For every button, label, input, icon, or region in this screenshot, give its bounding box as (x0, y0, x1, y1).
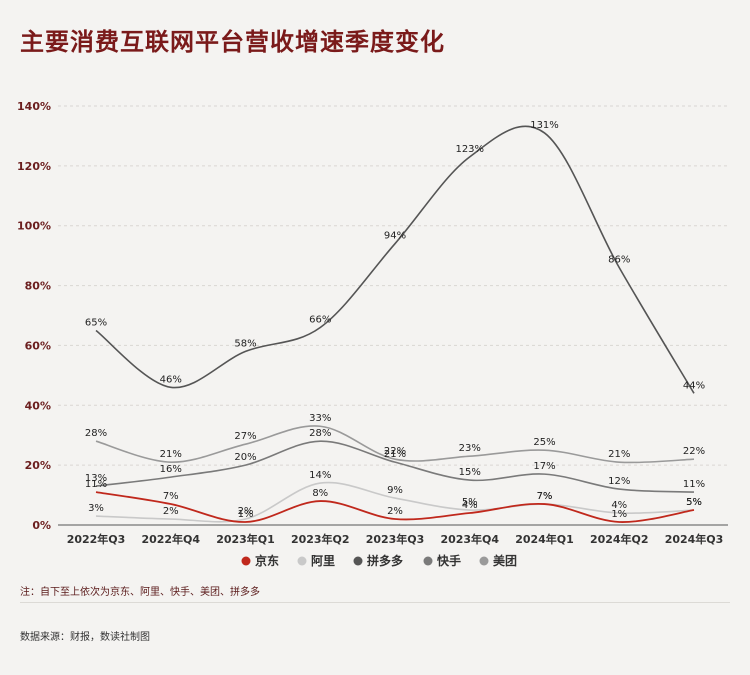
series-line-0 (95, 491, 695, 523)
legend-item[interactable]: 拼多多 (353, 553, 404, 568)
legend-label: 美团 (493, 553, 517, 568)
y-tick-label: 60% (25, 339, 51, 352)
data-label: 44% (683, 380, 705, 391)
legend-item[interactable]: 美团 (479, 553, 518, 568)
data-label: 2% (387, 506, 403, 517)
data-label: 20% (234, 452, 256, 463)
line-chart: 0%20%40%60%80%100%120%140% 2022年Q3 2022年Q… (17, 100, 728, 568)
data-label: 21% (608, 449, 630, 460)
data-label: 21% (384, 449, 406, 460)
x-tick-label: 2023年Q4 (440, 532, 499, 546)
data-label: 123% (455, 144, 484, 155)
divider (20, 602, 730, 603)
data-label: 22% (683, 446, 705, 457)
series-line-2 (95, 125, 695, 394)
data-label: 21% (160, 449, 182, 460)
x-tick-label: 2023年Q3 (366, 532, 425, 546)
data-label: 8% (312, 488, 328, 499)
data-label: 7% (537, 491, 553, 502)
data-label: 131% (530, 120, 559, 131)
data-label: 28% (309, 428, 331, 439)
chart-title: 主要消费互联网平台营收增速季度变化 (20, 28, 445, 56)
data-label: 28% (85, 428, 107, 439)
legend-item[interactable]: 阿里 (297, 553, 336, 568)
x-axis-ticks: 2022年Q3 2022年Q4 2023年Q1 2023年Q2 2023年Q3 2023年… (67, 532, 724, 546)
legend-label: 阿里 (311, 553, 335, 568)
y-axis-ticks: 0% 20% 40% 60% 80% 100% 120% 140% (17, 100, 51, 532)
data-label: 15% (459, 467, 481, 478)
y-tick-label: 80% (25, 280, 51, 293)
data-label: 4% (462, 500, 478, 511)
data-label: 5% (686, 497, 702, 508)
data-label: 25% (533, 437, 555, 448)
data-label: 4% (611, 500, 627, 511)
x-tick-label: 2023年Q1 (216, 532, 275, 546)
data-source: 数据来源：财报，数读社制图 (20, 632, 150, 643)
data-label: 1% (238, 509, 254, 520)
legend-marker (297, 556, 307, 566)
x-tick-label: 2024年Q3 (665, 532, 724, 546)
y-tick-label: 20% (25, 459, 51, 472)
data-label: 7% (163, 491, 179, 502)
x-tick-label: 2024年Q2 (590, 532, 649, 546)
legend-label: 拼多多 (367, 553, 403, 568)
data-label: 1% (611, 509, 627, 520)
series-line-1 (95, 481, 695, 523)
data-label: 66% (309, 314, 331, 325)
data-label: 5% (462, 497, 478, 508)
data-label: 11% (85, 479, 107, 490)
legend[interactable]: 京东 阿里 拼多多 快手 美团 (241, 553, 518, 568)
legend-label: 京东 (255, 553, 279, 568)
series-line-3 (95, 440, 695, 493)
data-label: 7% (537, 491, 553, 502)
chart-note: 注：自下至上依次为京东、阿里、快手、美团、拼多多 (20, 587, 260, 598)
y-tick-label: 140% (17, 100, 51, 113)
y-tick-label: 0% (32, 519, 51, 532)
data-labels: 3% 2% 2%14%9%5%7%4% 5%13%16%20%28%21%15%17%… (85, 120, 705, 520)
legend-item[interactable]: 快手 (423, 553, 462, 568)
series-lines (95, 125, 695, 523)
y-tick-label: 120% (17, 160, 51, 173)
data-label: 16% (160, 464, 182, 475)
data-label: 14% (309, 470, 331, 481)
data-label: 12% (608, 476, 630, 487)
data-label: 58% (234, 338, 256, 349)
grid-lines (58, 105, 728, 526)
legend-marker (423, 556, 433, 566)
data-label: 3% (88, 503, 104, 514)
legend-marker (479, 556, 489, 566)
legend-label: 快手 (437, 553, 461, 568)
data-label: 86% (608, 255, 630, 266)
data-label: 11% (683, 479, 705, 490)
series-line-4 (95, 425, 695, 464)
legend-marker (241, 556, 251, 566)
x-tick-label: 2024年Q1 (515, 532, 574, 546)
data-label: 2% (163, 506, 179, 517)
data-label: 46% (160, 374, 182, 385)
x-tick-label: 2022年Q4 (141, 532, 200, 546)
data-label: 13% (85, 473, 107, 484)
data-label: 22% (384, 446, 406, 457)
x-tick-label: 2023年Q2 (291, 532, 350, 546)
data-label: 94% (384, 231, 406, 242)
data-label: 5% (686, 497, 702, 508)
y-tick-label: 100% (17, 220, 51, 233)
x-tick-label: 2022年Q3 (67, 532, 126, 546)
data-label: 23% (459, 443, 481, 454)
data-label: 9% (387, 485, 403, 496)
y-tick-label: 40% (25, 399, 51, 412)
data-label: 65% (85, 317, 107, 328)
data-label: 27% (234, 431, 256, 442)
data-label: 2% (238, 506, 254, 517)
legend-item[interactable]: 京东 (241, 553, 280, 568)
legend-marker (353, 556, 363, 566)
data-label: 17% (533, 461, 555, 472)
data-label: 33% (309, 413, 331, 424)
